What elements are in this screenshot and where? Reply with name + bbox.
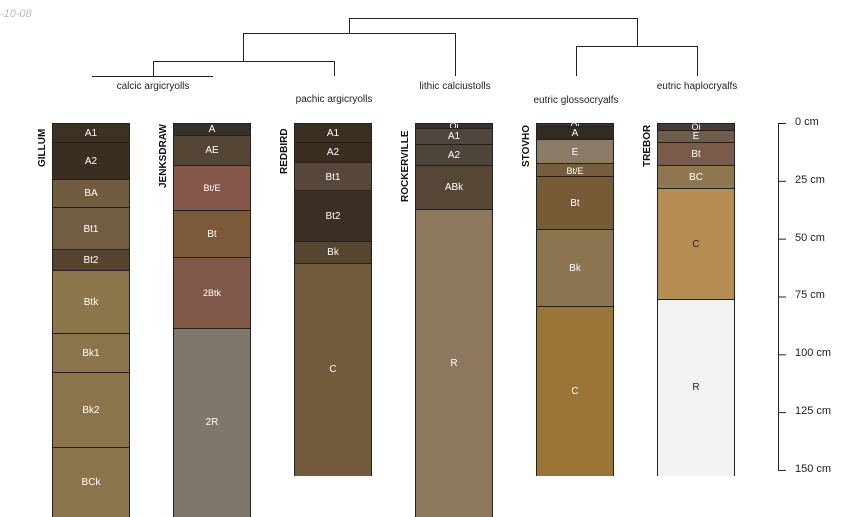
horizon: Btk bbox=[52, 269, 130, 335]
horizon: Bt1 bbox=[52, 207, 130, 251]
axis-tick-label: 0 cm bbox=[795, 116, 819, 128]
taxon-label: lithic calciustolls bbox=[419, 81, 491, 92]
dendrogram-branch bbox=[576, 46, 698, 76]
horizon: Oi bbox=[536, 121, 614, 131]
horizon: BCk bbox=[52, 446, 130, 517]
dendrogram-branch bbox=[243, 33, 456, 76]
dendrogram-branch bbox=[349, 18, 638, 46]
profile-name: GILLUM bbox=[37, 128, 48, 167]
dendrogram-branch bbox=[153, 61, 335, 76]
axis-tick-label: 125 cm bbox=[795, 405, 832, 418]
horizon: Bt2 bbox=[294, 190, 372, 242]
horizon: ABk bbox=[415, 164, 493, 210]
profile-name: REDBIRD bbox=[279, 128, 290, 174]
horizon: AE bbox=[173, 134, 251, 166]
horizon: A bbox=[173, 123, 251, 136]
horizon: C bbox=[536, 305, 614, 476]
horizon: Oi bbox=[657, 122, 735, 132]
axis-tick-label: 75 cm bbox=[795, 289, 825, 302]
depth-axis bbox=[778, 123, 786, 471]
axis-tick-label: 100 cm bbox=[795, 347, 832, 360]
horizon: Oi bbox=[415, 121, 493, 131]
profile-name: TREBOR bbox=[642, 124, 653, 167]
horizon: A1 bbox=[52, 123, 130, 143]
horizon: BA bbox=[52, 178, 130, 209]
horizon: C bbox=[657, 187, 735, 300]
horizon: R bbox=[657, 298, 735, 476]
horizon: R bbox=[415, 208, 493, 517]
horizon: Bk bbox=[536, 229, 614, 307]
profile-name: JENKSDRAW bbox=[158, 124, 169, 188]
taxon-label: eutric glossocryalfs bbox=[533, 95, 619, 106]
taxon-label: pachic argicryolls bbox=[295, 94, 373, 105]
horizon: A1 bbox=[415, 127, 493, 145]
horizon: 2R bbox=[173, 327, 251, 517]
horizon: 2Btk bbox=[173, 257, 251, 329]
horizon: Bk2 bbox=[52, 371, 130, 448]
taxon-label: calcic argicryolls bbox=[116, 81, 190, 92]
axis-tick-label: 25 cm bbox=[795, 173, 825, 186]
horizon: Bt bbox=[657, 141, 735, 166]
horizon: Bt bbox=[173, 209, 251, 259]
axis-tick-label: 50 cm bbox=[795, 231, 825, 244]
horizon: A2 bbox=[52, 141, 130, 180]
horizon: Bk1 bbox=[52, 333, 130, 373]
horizon: Bt2 bbox=[52, 249, 130, 271]
axis-tick-label: 150 cm bbox=[795, 462, 832, 475]
profile-name: ROCKERVILLE bbox=[400, 130, 411, 203]
horizon: Bt1 bbox=[294, 162, 372, 192]
horizon: E bbox=[657, 129, 735, 143]
horizon: Bt bbox=[536, 176, 614, 231]
profile-name: STOVHO bbox=[521, 124, 532, 167]
horizon: BC bbox=[657, 164, 735, 189]
taxon-label: eutric haplocryalfs bbox=[656, 81, 738, 92]
horizon: A2 bbox=[294, 141, 372, 164]
dendrogram bbox=[92, 18, 698, 77]
date-label: -10-08 bbox=[0, 8, 32, 20]
horizon: A1 bbox=[294, 123, 372, 143]
horizon: Bt/E bbox=[173, 164, 251, 211]
horizon: Bt/E bbox=[536, 163, 614, 178]
horizon: A2 bbox=[415, 143, 493, 166]
horizon: Bk bbox=[294, 240, 372, 264]
horizon: C bbox=[294, 262, 372, 476]
horizon: E bbox=[536, 139, 614, 165]
horizon: A bbox=[536, 126, 614, 141]
